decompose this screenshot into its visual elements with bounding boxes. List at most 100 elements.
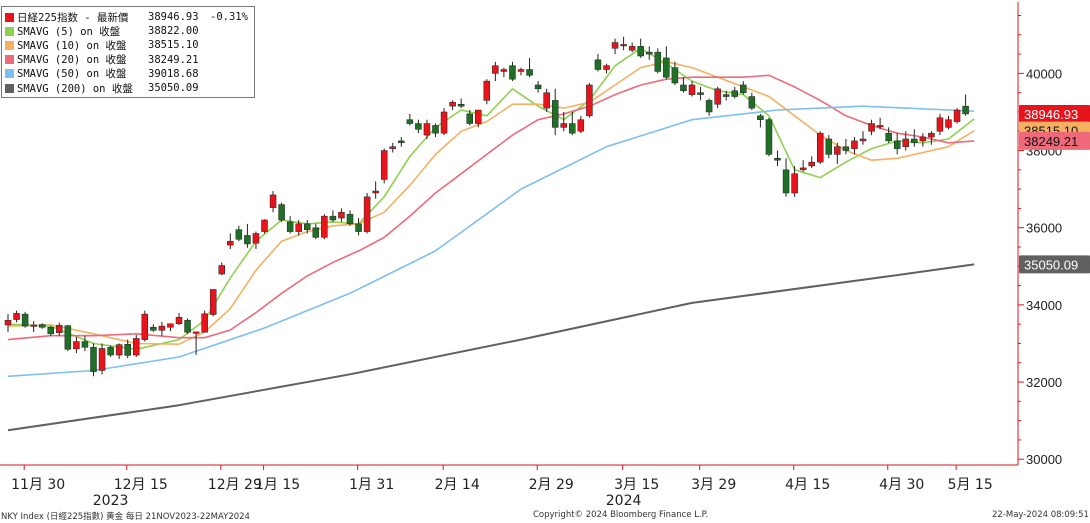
candle-up [791, 173, 798, 194]
candle-up [834, 146, 841, 155]
candle-up [560, 123, 567, 128]
candle-down [731, 90, 738, 97]
legend-row: SMAVG (200) on 收盤 35050.09 [5, 81, 254, 95]
legend-label: SMAVG (200) on 收盤 [17, 82, 133, 95]
candle-down [782, 169, 790, 194]
candle-down [526, 69, 533, 76]
candle-down [398, 140, 405, 144]
y-tick-label: 40000 [1026, 66, 1062, 81]
candle-up [577, 119, 585, 132]
legend-swatch [5, 69, 14, 79]
price-tag-label: 38946.93 [1024, 107, 1078, 122]
candle-up [141, 313, 149, 340]
legend: 日経225指数 - 最新價 38946.93 -0.31% SMAVG (5) on … [1, 6, 255, 98]
candle-up [423, 123, 431, 136]
candle-up [611, 42, 619, 49]
x-tick-label: 4月 30 [879, 477, 924, 493]
candle-up [586, 84, 593, 117]
candle-up [158, 325, 166, 331]
candle-up [876, 125, 884, 128]
candle-up [483, 80, 491, 101]
candle-up [98, 348, 106, 371]
legend-row: SMAVG (10) on 收盤 38515.10 [5, 38, 254, 52]
candle-down [415, 123, 422, 130]
x-year-label: 2024 [606, 493, 642, 509]
legend-label: SMAVG (50) on 收盤 [17, 68, 127, 81]
candle-down [757, 115, 764, 120]
candle-up [389, 146, 396, 149]
candle-up [475, 109, 482, 124]
price-tag-box [1019, 105, 1090, 124]
series-line-20 [7, 74, 975, 341]
y-tick-label: 34000 [1026, 298, 1062, 313]
legend-label: SMAVG (10) on 收盤 [17, 39, 127, 52]
candle-up [252, 233, 260, 244]
candle-up [380, 150, 388, 180]
candle-up [688, 84, 696, 95]
series-line-200 [7, 263, 975, 432]
candle-up [500, 69, 508, 72]
y-tick-label: 32000 [1026, 375, 1062, 390]
candle-up [372, 190, 379, 194]
candle-up [30, 324, 37, 327]
candle-up [859, 138, 867, 142]
legend-change: -0.31% [210, 11, 248, 24]
candle-down [406, 119, 414, 124]
candle-down [740, 84, 747, 93]
legend-value: 39018.68 [148, 67, 199, 80]
legend-value: 38249.21 [148, 53, 199, 66]
x-tick-label: 5月 15 [948, 477, 993, 493]
candle-down [646, 51, 653, 55]
candle-down [534, 84, 542, 90]
legend-value: 38822.00 [148, 25, 199, 38]
x-tick-label: 11月 30 [11, 477, 65, 493]
price-tag-box [1019, 255, 1090, 274]
candle-down [654, 51, 662, 72]
x-tick-label: 3月 29 [691, 477, 736, 493]
candle-up [167, 323, 174, 328]
candle-up [620, 44, 627, 47]
legend-row: SMAVG (20) on 收盤 38249.21 [5, 53, 254, 67]
candle-up [440, 111, 448, 134]
candle-down [312, 227, 320, 238]
candle-down [244, 235, 251, 245]
series-line-5 [7, 47, 975, 351]
candle-down [38, 324, 46, 328]
legend-value: 38515.10 [148, 39, 199, 52]
candle-down [235, 229, 243, 240]
series-line-50 [7, 105, 975, 378]
candle-down [81, 341, 89, 348]
moving-average-lines [7, 47, 975, 432]
candle-up [851, 140, 858, 149]
candle-down [466, 113, 473, 124]
candle-down [671, 67, 679, 84]
candle-up [56, 325, 63, 333]
candle-down [346, 213, 354, 225]
legend-label: SMAVG (20) on 收盤 [17, 54, 127, 67]
legend-swatch [5, 26, 14, 36]
candle-down [124, 343, 131, 356]
candle-up [73, 341, 80, 350]
candlesticks [4, 36, 969, 377]
footer-source: NKY Index (日經225指數) 黄金 每日 21NOV2023-22MA… [1, 512, 250, 522]
candle-up [449, 102, 456, 107]
candle-down [885, 132, 892, 142]
candle-down [774, 158, 781, 161]
candle-up [817, 132, 824, 163]
candle-down [594, 59, 602, 70]
candle-up [115, 344, 123, 356]
candle-up [201, 313, 208, 333]
candle-up [227, 240, 234, 246]
footer-copyright: Copyright© 2024 Bloomberg Finance L.P. [533, 510, 709, 520]
candle-down [680, 84, 687, 91]
legend-label: SMAVG (5) on 收盤 [17, 25, 121, 38]
candle-up [543, 92, 550, 109]
candle-up [517, 69, 525, 72]
candle-up [714, 88, 721, 105]
candle-down [551, 100, 559, 128]
candle-up [295, 223, 302, 232]
candle-up [628, 46, 636, 51]
candle-down [90, 347, 97, 372]
candle-down [457, 103, 465, 107]
